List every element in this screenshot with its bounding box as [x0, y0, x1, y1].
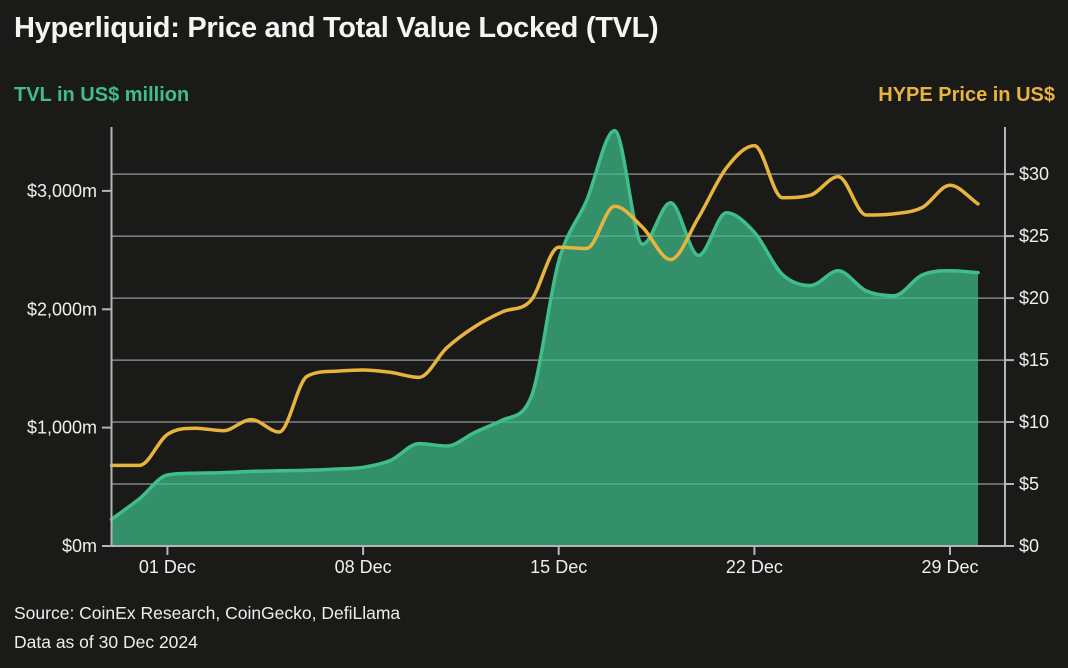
tvl-line — [109, 128, 980, 522]
svg-text:$0: $0 — [1019, 536, 1039, 556]
x-axis-ticks: 01 Dec 08 Dec 15 Dec 22 Dec 29 Dec — [139, 547, 979, 577]
svg-text:$3,000m: $3,000m — [27, 181, 97, 201]
source-line: Source: CoinEx Research, CoinGecko, Defi… — [14, 603, 401, 623]
svg-text:22 Dec: 22 Dec — [726, 557, 783, 577]
svg-text:$0m: $0m — [62, 536, 97, 556]
left-axis-ticks: $0m $1,000m $2,000m $3,000m — [27, 181, 111, 556]
svg-text:08 Dec: 08 Dec — [335, 557, 392, 577]
svg-text:$5: $5 — [1019, 474, 1039, 494]
price-line — [109, 143, 980, 468]
chart-title: Hyperliquid: Price and Total Value Locke… — [14, 12, 659, 44]
svg-text:$10: $10 — [1019, 412, 1049, 432]
svg-text:$15: $15 — [1019, 350, 1049, 370]
svg-text:$1,000m: $1,000m — [27, 418, 97, 438]
svg-text:29 Dec: 29 Dec — [921, 557, 978, 577]
svg-text:$2,000m: $2,000m — [27, 299, 97, 319]
svg-text:$20: $20 — [1019, 288, 1049, 308]
tvl-axis-title: TVL in US$ million — [14, 84, 190, 106]
price-axis-title: HYPE Price in US$ — [878, 84, 1055, 106]
svg-text:15 Dec: 15 Dec — [530, 557, 587, 577]
svg-text:01 Dec: 01 Dec — [139, 557, 196, 577]
axis-frame — [110, 127, 1006, 547]
svg-text:$30: $30 — [1019, 164, 1049, 184]
source-block: Source: CoinEx Research, CoinGecko, Defi… — [14, 599, 400, 657]
data-as-of-line: Data as of 30 Dec 2024 — [14, 632, 198, 652]
svg-text:$25: $25 — [1019, 226, 1049, 246]
right-axis-ticks: $0 $5 $10 $15 $20 $25 $30 — [1005, 164, 1049, 556]
